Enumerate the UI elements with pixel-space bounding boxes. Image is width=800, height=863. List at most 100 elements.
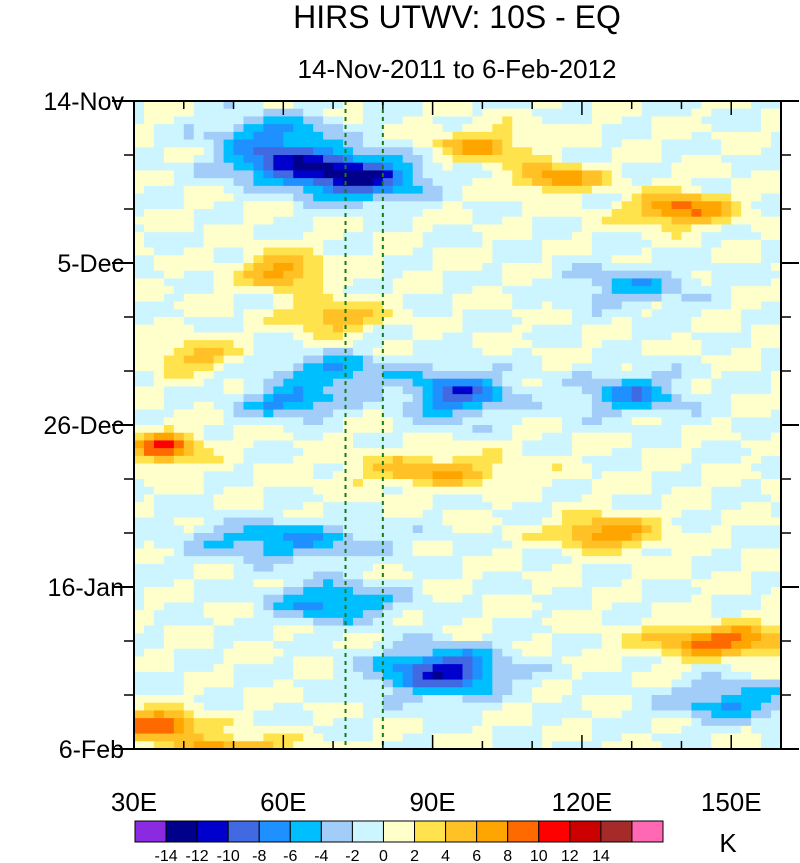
field-cell xyxy=(512,509,523,519)
field-cell xyxy=(522,270,533,280)
field-cell xyxy=(671,587,683,596)
field-cell xyxy=(542,247,553,256)
field-cell xyxy=(313,263,324,272)
field-cell xyxy=(333,278,344,287)
field-cell xyxy=(343,332,354,341)
field-cell xyxy=(482,455,493,465)
field-cell xyxy=(581,178,593,187)
field-cell xyxy=(273,517,284,526)
field-cell xyxy=(532,401,543,411)
field-cell xyxy=(233,440,245,449)
field-cell xyxy=(153,378,165,388)
field-cell xyxy=(562,486,573,496)
field-cell xyxy=(562,494,573,503)
field-cell xyxy=(352,347,364,357)
field-cell xyxy=(502,448,513,457)
field-cell xyxy=(173,394,185,403)
field-cell xyxy=(741,425,752,434)
field-cell xyxy=(721,232,732,241)
field-cell xyxy=(143,386,155,395)
field-cell xyxy=(273,178,284,187)
field-cell xyxy=(631,131,643,141)
field-cell xyxy=(761,432,772,442)
field-cell xyxy=(581,324,593,334)
field-cell xyxy=(671,178,683,187)
field-cell xyxy=(512,170,523,179)
field-cell xyxy=(422,170,434,179)
field-cell xyxy=(333,571,344,580)
field-cell xyxy=(731,394,742,403)
field-cell xyxy=(352,394,364,403)
field-cell xyxy=(372,517,384,526)
field-cell xyxy=(741,131,752,141)
field-cell xyxy=(213,401,225,411)
field-cell xyxy=(532,124,543,133)
field-cell xyxy=(372,332,384,341)
field-cell xyxy=(472,263,483,272)
field-cell xyxy=(472,255,483,264)
field-cell xyxy=(721,162,732,172)
field-cell xyxy=(522,440,533,449)
field-cell xyxy=(313,656,324,665)
field-cell xyxy=(223,679,235,688)
field-cell xyxy=(382,440,394,449)
field-cell xyxy=(751,625,762,634)
field-cell xyxy=(273,340,284,349)
field-cell xyxy=(233,671,245,681)
field-cell xyxy=(153,594,165,604)
field-cell xyxy=(651,671,663,681)
field-cell xyxy=(631,309,643,318)
field-cell xyxy=(313,101,324,110)
field-cell xyxy=(542,332,553,341)
field-cell xyxy=(422,347,434,357)
field-cell xyxy=(243,278,255,287)
field-cell xyxy=(532,247,543,256)
field-cell xyxy=(681,401,693,411)
field-cell xyxy=(193,224,205,233)
field-cell xyxy=(711,540,722,550)
field-cell xyxy=(751,340,762,349)
field-cell xyxy=(522,671,533,681)
field-cell xyxy=(701,255,712,264)
field-cell xyxy=(173,625,185,634)
field-cell xyxy=(671,440,683,449)
field-cell xyxy=(691,239,702,249)
field-cell xyxy=(741,610,752,619)
field-cell xyxy=(711,378,722,388)
field-cell xyxy=(761,155,772,164)
field-cell xyxy=(701,185,712,195)
field-cell xyxy=(462,656,474,665)
field-cell xyxy=(382,525,394,534)
field-cell xyxy=(173,347,185,357)
field-cell xyxy=(213,563,225,573)
field-cell xyxy=(611,131,623,141)
field-cell xyxy=(333,371,344,380)
field-cell xyxy=(492,517,503,526)
field-cell xyxy=(681,671,693,681)
field-cell xyxy=(731,648,742,658)
field-cell xyxy=(392,509,404,519)
field-cell xyxy=(701,286,712,295)
field-cell xyxy=(571,610,583,619)
field-cell xyxy=(591,486,603,496)
field-cell xyxy=(233,185,245,195)
field-cell xyxy=(193,664,205,673)
field-cell xyxy=(462,247,474,256)
field-cell xyxy=(273,664,284,673)
field-cell xyxy=(402,386,414,395)
field-cell xyxy=(343,340,354,349)
field-cell xyxy=(303,124,314,133)
field-cell xyxy=(671,432,683,442)
field-cell xyxy=(761,201,772,210)
field-cell xyxy=(243,170,255,179)
field-cell xyxy=(621,332,633,341)
field-cell xyxy=(462,309,474,318)
field-cell xyxy=(562,533,573,542)
field-cell xyxy=(382,502,394,511)
field-cell xyxy=(343,533,354,542)
field-cell xyxy=(482,579,493,588)
field-cell xyxy=(442,548,454,557)
field-cell xyxy=(362,286,374,295)
field-cell xyxy=(143,162,155,172)
field-cell xyxy=(552,502,563,511)
